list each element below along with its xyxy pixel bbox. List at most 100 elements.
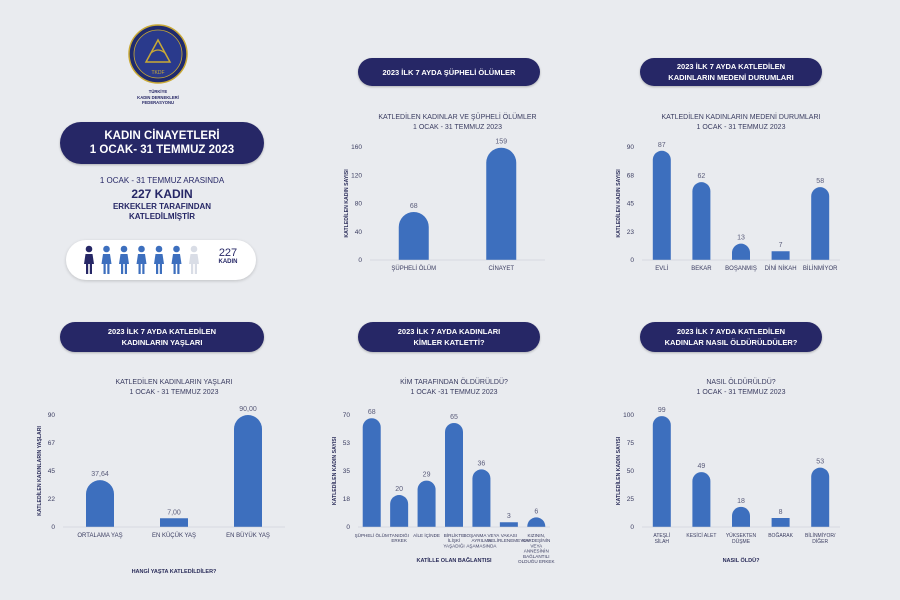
chart-subtitle: 1 OCAK - 31 TEMMUZ 2023 [130,389,219,396]
category-label: ORTALAMA YAŞ [77,533,122,539]
data-label: 6 [534,508,538,515]
y-tick-label: 45 [48,468,56,475]
y-tick-label: 0 [630,257,634,264]
woman-icon [101,245,112,274]
header-methods: 2023 İLK 7 AYDA KATLEDİLEN KADINLAR NASI… [640,322,822,352]
women-count-unit: KADIN [218,259,238,265]
bar [771,251,790,260]
women-count-number: 227 [218,247,238,259]
y-tick-label: 0 [358,257,362,264]
y-tick-label: 90 [627,144,635,151]
data-label: 13 [737,235,745,242]
chart-title: KİM TARAFINDAN ÖLDÜRÜLDÜ? [400,377,508,386]
bar [486,147,517,260]
organization-name: TÜRKİYE KADIN DERNEKLERİ FEDERASYONU [137,89,179,105]
category-label: CİNAYET [488,265,514,272]
bar [472,469,491,527]
category-label: DİNİ NİKAH [765,265,797,272]
y-tick-label: 90 [48,412,56,419]
data-label: 90,00 [239,406,257,413]
category-label: ŞÜPHELİ ÖLÜM [391,265,436,272]
x-axis-title: HANGİ YAŞTA KATLEDİLDİLER? [132,568,217,575]
bar [732,243,750,260]
y-axis-label: KATLEDİLEN KADIN SAYISI [343,169,350,238]
category-label: AİLE İÇİNDE [413,532,440,538]
woman-icons [84,245,199,274]
summary-line1: 1 OCAK - 31 TEMMUZ ARASINDA [99,176,225,185]
bar [417,480,436,527]
bar [499,522,518,527]
category-label: EN KÜÇÜK YAŞ [152,532,196,539]
category-label: VAKASI BELİRLENEMEYEN [488,533,530,543]
woman-icon [171,245,182,274]
data-label: 7 [779,242,783,249]
data-label: 8 [779,509,783,516]
category-label: KIZININ, KARDEŞİNİN VEYA ANNESİNİN BAĞLANTIL… [518,533,555,564]
x-axis-title: NASIL ÖLDÜ? [723,557,761,564]
y-tick-label: 35 [343,468,351,475]
data-label: 29 [423,472,431,479]
header-ages: 2023 İLK 7 AYDA KATLEDİLEN KADINLARIN YA… [60,322,264,352]
y-tick-label: 50 [627,468,635,475]
data-label: 99 [658,407,666,414]
woman-icon [84,245,94,274]
category-label: BOŞANMIŞ [725,266,757,272]
header-marital-status: 2023 İLK 7 AYDA KATLEDİLEN KADINLARIN ME… [640,58,822,86]
category-label: TANIDIĞI ERKEK [389,532,409,543]
chart-subtitle: 1 OCAK - 31 TEMMUZ 2023 [697,389,786,396]
chart-title: KATLEDİLEN KADINLARIN MEDENİ DURUMLARI [662,112,821,121]
data-label: 68 [410,203,418,210]
chart-subtitle: 1 OCAK -31 TEMMUZ 2023 [410,389,497,396]
category-label: EN BÜYÜK YAŞ [226,532,270,539]
data-label: 36 [478,460,486,467]
summary-line4: KATLEDİLMİŞTİR [128,212,196,221]
bar [652,150,671,260]
bar [692,472,711,527]
y-tick-label: 100 [623,412,634,419]
bar [527,517,546,527]
data-label: 37,64 [91,471,109,478]
y-tick-label: 0 [630,524,634,531]
y-tick-label: 53 [343,440,351,447]
chart-subtitle: 1 OCAK - 31 TEMMUZ 2023 [413,124,502,131]
category-label: ATEŞLİ SİLAH [653,532,670,545]
category-label: ŞÜPHELİ ÖLÜM [355,532,389,538]
category-label: KESİCİ ALET [686,532,716,539]
summary-count: 227 KADIN [131,187,193,201]
y-axis-label: KATLEDİLEN KADIN SAYISI [615,169,622,238]
bar [160,518,188,527]
y-axis-label: KATLEDİLEN KADINLARIN YAŞLARI [36,426,43,516]
chart-ages: KATLEDİLEN KADINLARIN YAŞLARI 1 OCAK - 31… [36,377,285,575]
data-label: 68 [368,409,376,416]
data-label: 18 [737,498,745,505]
y-tick-label: 75 [627,440,635,447]
bar [445,423,463,527]
category-label: BİLİNMİYOR/DİĞER [805,532,836,545]
y-tick-label: 68 [627,172,635,179]
y-tick-label: 120 [351,172,362,179]
category-label: EVLİ [655,265,668,272]
bar [390,495,409,527]
chart-suspicious-deaths: KATLEDİLEN KADINLAR VE ŞÜPHELİ ÖLÜMLER 1 … [343,112,545,272]
category-label: BİLİNMİYOR [803,265,838,272]
header-perpetrators: 2023 İLK 7 AYDA KADINLARI KİMLER KATLETT… [358,322,540,352]
bar [652,416,671,527]
data-label: 53 [816,459,824,466]
data-label: 7,00 [167,509,181,516]
data-label: 49 [698,463,706,470]
bar [234,415,262,527]
chart-title: KATLEDİLEN KADINLAR VE ŞÜPHELİ ÖLÜMLER [378,112,536,121]
y-tick-label: 80 [355,201,363,208]
chart-subtitle: 1 OCAK - 31 TEMMUZ 2023 [697,124,786,131]
woman-icon [154,245,164,274]
data-label: 159 [495,139,507,146]
bar [811,467,830,527]
y-tick-label: 0 [51,524,55,531]
data-label: 62 [698,173,706,180]
chart-methods: NASIL ÖLDÜRÜLDÜ? 1 OCAK - 31 TEMMUZ 2023 K… [615,378,840,564]
y-tick-label: 0 [346,524,350,531]
data-label: 20 [395,486,403,493]
category-label: BOŞANMA VEYA AYRILMA AŞAMASINDA [463,533,500,548]
federation-logo: TKDF [128,24,188,84]
y-tick-label: 25 [627,496,635,503]
